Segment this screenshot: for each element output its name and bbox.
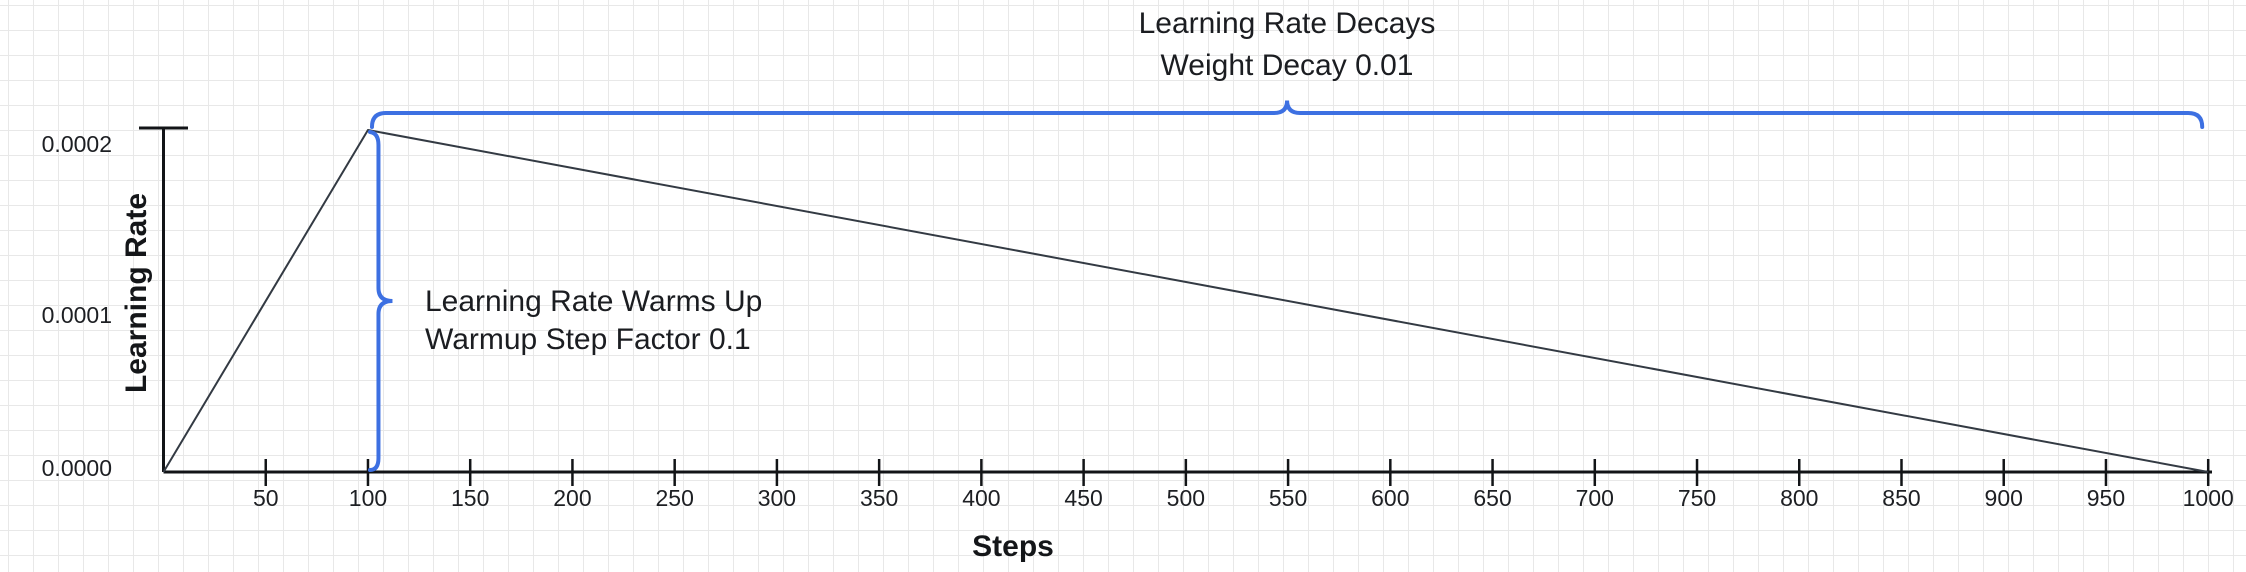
x-tick-label: 950 (2087, 485, 2125, 511)
x-axis-title: Steps (972, 530, 1054, 563)
x-tick-label: 200 (553, 485, 591, 511)
warmup-brace (367, 130, 393, 472)
x-tick-label: 350 (860, 485, 898, 511)
x-tick-label: 450 (1064, 485, 1102, 511)
decay-brace (369, 100, 2205, 129)
x-tick-label: 800 (1780, 485, 1818, 511)
warmup-annotation-line1: Learning Rate Warms Up (425, 285, 763, 318)
x-tick-label: 400 (962, 485, 1000, 511)
x-tick-label: 50 (253, 485, 279, 511)
x-tick-label: 300 (758, 485, 796, 511)
learning-rate-schedule-line (162, 129, 2209, 473)
y-tick-label: 0.0002 (42, 131, 112, 157)
x-tick-label: 650 (1473, 485, 1511, 511)
y-tick-label: 0.0001 (42, 302, 112, 328)
x-tick-label: 250 (655, 485, 693, 511)
warmup-annotation-line2: Warmup Step Factor 0.1 (425, 323, 751, 356)
x-tick-label: 500 (1167, 485, 1205, 511)
x-tick-label: 600 (1371, 485, 1409, 511)
x-tick-label: 1000 (2183, 485, 2234, 511)
x-tick-label: 850 (1882, 485, 1920, 511)
x-tick-label: 750 (1678, 485, 1716, 511)
y-tick-label: 0.0000 (42, 455, 112, 481)
decay-annotation: Learning Rate Decays Weight Decay 0.01 (1139, 3, 1436, 87)
decay-annotation-line1: Learning Rate Decays (1138, 7, 1436, 40)
y-axis-title: Learning Rate (120, 192, 153, 394)
x-tick-label: 150 (451, 485, 489, 511)
x-tick-label: 550 (1269, 485, 1307, 511)
x-tick-label: 100 (349, 485, 387, 511)
x-tick-label: 900 (1985, 485, 2023, 511)
decay-annotation-line2: Weight Decay 0.01 (1160, 49, 1414, 82)
x-tick-label: 700 (1576, 485, 1614, 511)
warmup-annotation: Learning Rate Warms Up Warmup Step Facto… (425, 283, 762, 359)
